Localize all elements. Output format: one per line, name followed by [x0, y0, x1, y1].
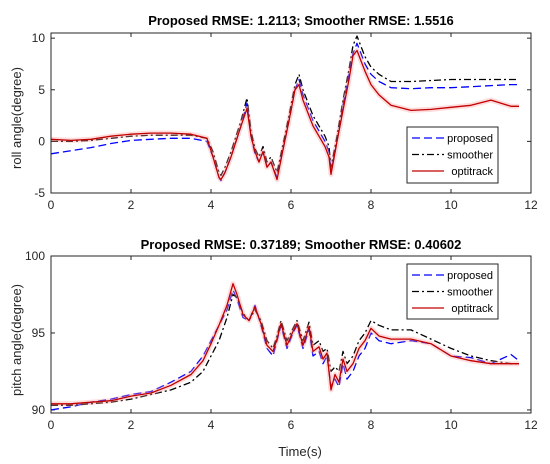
pitch-y-axis-label: pitch angle(degree): [9, 284, 24, 396]
roll-x-tick-label: 4: [208, 198, 215, 212]
roll-series-optitrack: [50, 49, 519, 181]
pitch-x-tick-label: 4: [208, 418, 215, 432]
roll-axes-frame: [50, 32, 532, 194]
roll-x-tick-label: 0: [48, 198, 55, 212]
roll-x-tick-label: 12: [524, 198, 538, 212]
pitch-x-tick-label: 8: [368, 418, 375, 432]
roll-x-tick-label: 8: [368, 198, 375, 212]
roll-y-tick-label: 10: [32, 31, 46, 45]
pitch-x-tick-label: 0: [48, 418, 55, 432]
pitch-legend-label-proposed: proposed: [447, 270, 493, 282]
pitch-legend: proposed smoother optitrack: [406, 263, 499, 320]
pitch-y-tick-label: 100: [25, 249, 45, 263]
roll-series-lines: [50, 35, 519, 183]
pitch-x-axis-label: Time(s): [278, 444, 322, 459]
roll-x-tick-labels: 0 2 4 6 8 10 12: [48, 198, 538, 212]
roll-y-axis-label: roll angle(degree): [9, 67, 24, 169]
pitch-panel: Proposed RMSE: 0.37189; Smoother RMSE: 0…: [9, 237, 538, 459]
roll-chart-title: Proposed RMSE: 1.2113; Smoother RMSE: 1.…: [148, 13, 454, 28]
roll-y-tick-label: 5: [38, 83, 45, 97]
roll-y-tick-label: 0: [38, 134, 45, 148]
pitch-series-smoother: [51, 293, 519, 406]
roll-y-tick-label: -5: [34, 186, 45, 200]
roll-legend: proposed smoother optitrack: [406, 126, 499, 184]
roll-panel: Proposed RMSE: 1.2113; Smoother RMSE: 1.…: [9, 13, 538, 212]
pitch-y-tick-labels: 90 95 100: [25, 249, 45, 417]
pitch-legend-label-smoother: smoother: [447, 287, 493, 299]
roll-x-tick-label: 2: [128, 198, 135, 212]
pitch-x-tick-label: 2: [128, 418, 135, 432]
roll-x-tick-label: 6: [288, 198, 295, 212]
pitch-series-optitrack: [51, 283, 519, 405]
roll-legend-label-proposed: proposed: [447, 133, 493, 145]
roll-legend-label-optitrack: optitrack: [451, 166, 493, 178]
pitch-axes-frame: [50, 255, 532, 414]
roll-x-tick-label: 10: [444, 198, 458, 212]
pitch-x-tick-label: 12: [524, 418, 538, 432]
pitch-y-tick-label: 90: [32, 403, 46, 417]
pitch-legend-label-optitrack: optitrack: [451, 303, 493, 315]
roll-legend-label-smoother: smoother: [447, 150, 493, 162]
pitch-y-tick-label: 95: [32, 326, 46, 340]
roll-y-tick-labels: -5 0 5 10: [32, 31, 46, 200]
pitch-series-lines: [50, 281, 520, 411]
pitch-x-tick-labels: 0 2 4 6 8 10 12: [48, 418, 538, 432]
pitch-x-tick-label: 6: [288, 418, 295, 432]
pitch-chart-title: Proposed RMSE: 0.37189; Smoother RMSE: 0…: [141, 237, 462, 252]
pitch-x-tick-label: 10: [444, 418, 458, 432]
